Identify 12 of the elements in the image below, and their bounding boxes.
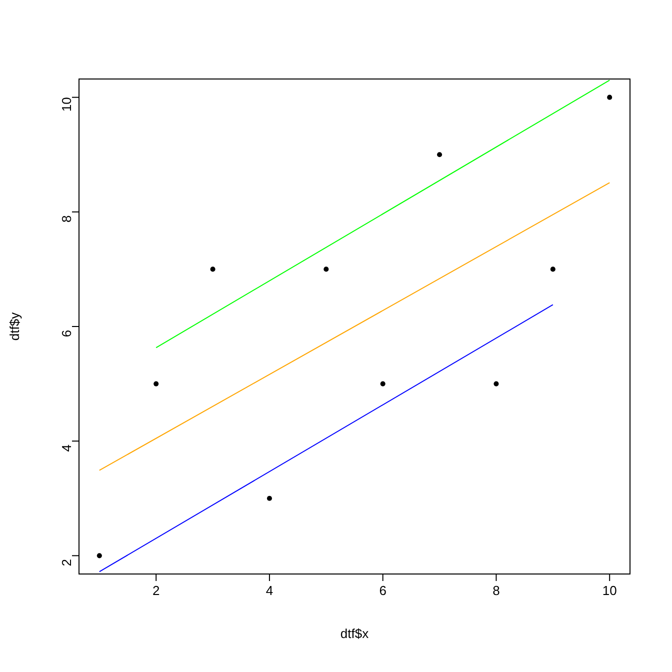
y-tick-label: 10 xyxy=(58,97,74,112)
x-tick-label: 8 xyxy=(492,583,500,598)
x-axis-title: dtf$x xyxy=(340,626,370,641)
x-tick-label: 4 xyxy=(266,583,274,598)
x-tick-label: 10 xyxy=(602,583,617,598)
x-tick-label: 6 xyxy=(379,583,386,598)
x-tick-label: 2 xyxy=(152,583,160,598)
y-tick-label: 4 xyxy=(58,444,74,452)
y-axis-title: dtf$y xyxy=(7,312,22,341)
y-tick-label: 6 xyxy=(58,330,74,338)
y-tick-label: 8 xyxy=(58,215,74,223)
y-tick-label: 2 xyxy=(58,559,74,566)
